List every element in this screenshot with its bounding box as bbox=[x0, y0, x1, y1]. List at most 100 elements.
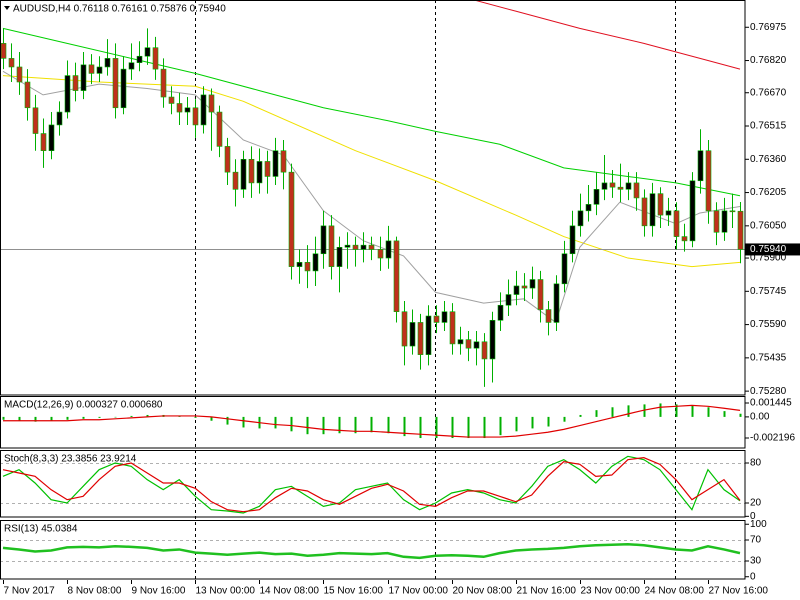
histogram-bar bbox=[691, 405, 694, 417]
x-tick-label: 13 Nov 00:00 bbox=[196, 586, 256, 597]
candle-body bbox=[168, 96, 175, 104]
histogram-bar bbox=[194, 416, 197, 418]
histogram-bar bbox=[419, 416, 422, 439]
candle-body bbox=[232, 171, 239, 190]
candle-body bbox=[56, 111, 63, 126]
histogram-bar bbox=[226, 416, 229, 425]
candle-body bbox=[136, 55, 143, 63]
candle-body bbox=[160, 68, 167, 98]
candle-body bbox=[561, 253, 568, 285]
candle-body bbox=[248, 158, 255, 184]
candle-body bbox=[48, 124, 55, 152]
histogram-bar bbox=[707, 407, 710, 417]
candle-body bbox=[104, 58, 111, 68]
candle-body bbox=[240, 158, 247, 190]
candle-body bbox=[360, 244, 367, 250]
candle-body bbox=[433, 315, 440, 323]
histogram-bar bbox=[595, 410, 598, 417]
panel-plot bbox=[0, 455, 745, 514]
panel-title: MACD(12,26,9) 0.000327 0.000680 bbox=[4, 400, 163, 411]
candle-body bbox=[192, 107, 199, 126]
candle-body bbox=[385, 240, 392, 259]
candle-body bbox=[505, 294, 512, 306]
histogram-bar bbox=[627, 405, 630, 417]
candle-body bbox=[208, 94, 215, 113]
candle-body bbox=[272, 150, 279, 177]
candle-body bbox=[537, 279, 544, 310]
histogram-bar bbox=[210, 416, 213, 421]
candle-body bbox=[665, 210, 672, 216]
candle-body bbox=[641, 197, 648, 227]
panel-plot bbox=[0, 0, 745, 387]
x-tick-label: 9 Nov 16:00 bbox=[132, 586, 186, 597]
x-tick-label: 20 Nov 08:00 bbox=[453, 586, 513, 597]
panel-border bbox=[0, 396, 746, 449]
candle-body bbox=[328, 225, 335, 267]
y-tick-label: 0.75590 bbox=[750, 319, 787, 330]
candle-body bbox=[377, 249, 384, 259]
histogram-bar bbox=[579, 414, 582, 417]
candle-body bbox=[40, 133, 47, 152]
candle-body bbox=[473, 341, 480, 349]
candle-body bbox=[176, 103, 183, 113]
y-tick-label: 0.001445 bbox=[750, 398, 792, 409]
y-tick-label: 0.76670 bbox=[750, 87, 787, 98]
panel-border bbox=[0, 0, 746, 396]
histogram-bar bbox=[130, 415, 133, 417]
histogram-bar bbox=[306, 416, 309, 435]
histogram-bar bbox=[675, 404, 678, 417]
candle-body bbox=[304, 262, 311, 272]
candle-body bbox=[729, 210, 736, 213]
histogram-bar bbox=[531, 416, 534, 429]
panel-border bbox=[0, 520, 746, 580]
y-tick-label: 0.00 bbox=[750, 412, 770, 423]
candle-body bbox=[72, 75, 79, 91]
last-price-box bbox=[745, 243, 800, 256]
candle-body bbox=[352, 244, 359, 250]
candle-body bbox=[336, 247, 343, 267]
histogram-bar bbox=[82, 416, 85, 419]
histogram-bar bbox=[467, 416, 470, 439]
indicator-line bbox=[2, 455, 741, 514]
panel-border bbox=[0, 450, 746, 518]
candle-body bbox=[256, 161, 263, 184]
candle-body bbox=[312, 253, 319, 272]
candle-body bbox=[224, 146, 231, 173]
x-tick-label: 15 Nov 16:00 bbox=[324, 586, 384, 597]
y-tick-label: 0.75280 bbox=[750, 386, 787, 397]
candle-body bbox=[88, 64, 95, 74]
histogram-bar bbox=[274, 416, 277, 429]
candle-body bbox=[144, 47, 151, 57]
histogram-bar bbox=[66, 416, 69, 420]
panel-title: Stoch(8,3,3) 23.3856 23.9214 bbox=[4, 454, 137, 465]
histogram-bar bbox=[370, 416, 373, 433]
histogram-bar bbox=[338, 416, 341, 434]
y-tick-label: 0.76515 bbox=[750, 121, 787, 132]
candle-body bbox=[513, 285, 520, 295]
histogram-bar bbox=[739, 413, 742, 417]
histogram-bar bbox=[242, 416, 245, 428]
histogram-bar bbox=[2, 416, 5, 420]
histogram-bar bbox=[114, 416, 117, 418]
candle-body bbox=[120, 68, 127, 109]
candle-body bbox=[609, 182, 616, 188]
histogram-bar bbox=[18, 416, 21, 421]
period-separators bbox=[195, 0, 676, 580]
candle-body bbox=[497, 304, 504, 321]
candle-body bbox=[553, 283, 560, 323]
y-tick-label: 100 bbox=[750, 519, 767, 530]
candle-body bbox=[128, 62, 135, 70]
candle-body bbox=[409, 322, 416, 347]
y-tick-label: 0.76205 bbox=[750, 187, 787, 198]
candle-body bbox=[425, 315, 432, 355]
y-tick-label: 0 bbox=[750, 511, 756, 522]
candle-body bbox=[32, 107, 39, 134]
indicator-line bbox=[2, 457, 741, 513]
candle-body bbox=[368, 244, 375, 250]
histogram-bar bbox=[563, 416, 566, 422]
candle-body bbox=[617, 186, 624, 190]
candle-body bbox=[457, 339, 464, 345]
candle-body bbox=[264, 161, 271, 177]
candle-body bbox=[569, 225, 576, 255]
candle-body bbox=[80, 64, 87, 91]
